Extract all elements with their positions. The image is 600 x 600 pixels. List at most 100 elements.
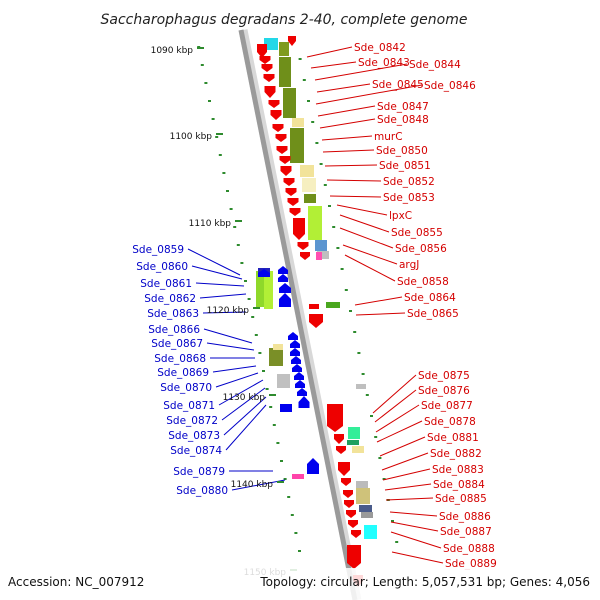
feature-block <box>356 488 370 504</box>
gene-arrow <box>270 110 282 120</box>
scale-dot <box>269 406 273 408</box>
leader-line <box>324 164 378 167</box>
scale-tick <box>197 47 204 49</box>
gene-arrow <box>259 56 271 64</box>
feature-block <box>256 271 264 307</box>
leader-line <box>336 204 388 216</box>
leader-line <box>372 374 417 414</box>
gene-label: Sde_0883 <box>432 464 484 476</box>
gene-label: Sde_0850 <box>376 145 428 157</box>
gene-arrow <box>288 332 298 340</box>
scale-dot <box>323 184 327 186</box>
gene-arrow <box>338 462 350 476</box>
leader-line <box>322 149 375 153</box>
gene-arrow <box>309 314 323 328</box>
gene-arrow <box>295 380 305 388</box>
scale-label: 1100 kbp <box>170 132 213 142</box>
leader-line <box>191 265 243 280</box>
scale-dot <box>258 352 262 354</box>
gene-label: Sde_0846 <box>424 80 476 92</box>
gene-arrow <box>334 434 344 444</box>
leader-line <box>342 244 398 265</box>
leader-line <box>321 135 373 141</box>
scale-tick <box>253 307 260 309</box>
footer-backdrop <box>0 568 600 600</box>
leader-line <box>223 396 267 436</box>
scale-label: 1140 kbp <box>231 480 274 490</box>
gene-label: Sde_0877 <box>421 400 473 412</box>
scale-dot <box>294 532 298 534</box>
scale-dot <box>283 478 287 480</box>
feature-block <box>316 252 322 260</box>
gene-label: Sde_0843 <box>358 57 410 69</box>
gene-arrow <box>351 530 361 538</box>
scale-tick <box>269 394 276 396</box>
gene-label: Sde_0848 <box>377 114 429 126</box>
gene-arrow <box>276 146 288 154</box>
scale-dot <box>229 208 233 210</box>
leader-line <box>195 282 245 287</box>
gene-label: Sde_0853 <box>383 192 435 204</box>
gene-arrow <box>300 252 310 260</box>
gene-arrow <box>341 478 351 486</box>
scale-dot <box>336 247 340 249</box>
feature-block <box>352 446 364 453</box>
gene-label: argJ <box>399 259 419 271</box>
feature-block <box>361 512 373 518</box>
scale-dot <box>340 268 344 270</box>
leader-line <box>306 46 353 58</box>
leader-line <box>379 436 426 457</box>
gene-arrow <box>294 372 304 380</box>
feature-block <box>356 481 368 488</box>
feature-block <box>290 128 304 163</box>
scale-dot <box>382 478 386 480</box>
gene-label: Sde_0881 <box>427 432 479 444</box>
gene-arrow <box>263 74 275 82</box>
gene-label: Sde_0875 <box>418 370 470 382</box>
scale-dot <box>211 118 215 120</box>
scale-dot <box>302 79 306 81</box>
scale-dot <box>374 436 378 438</box>
scale-dot <box>353 331 357 333</box>
feature-block <box>359 505 372 512</box>
gene-label: Sde_0859 <box>132 244 184 256</box>
scale-dot <box>240 262 244 264</box>
scale-tick <box>235 220 242 222</box>
gene-label: Sde_0863 <box>147 308 199 320</box>
gene-label: Sde_0887 <box>440 526 492 538</box>
gene-arrow <box>290 340 300 348</box>
feature-block <box>300 165 314 177</box>
scale-dot <box>226 190 229 192</box>
gene-arrow <box>268 100 280 108</box>
gene-label: Sde_0844 <box>409 59 461 71</box>
leader-line <box>339 227 394 249</box>
feature-block <box>277 374 290 388</box>
scale-dot <box>307 100 310 102</box>
gene-label: Sde_0869 <box>157 367 209 379</box>
feature-block <box>315 240 327 251</box>
leader-line <box>329 195 382 198</box>
scale-dot <box>370 415 373 417</box>
feature-block <box>279 42 289 56</box>
scale-dot <box>298 550 301 552</box>
gene-arrow <box>279 293 291 307</box>
scale-dot <box>247 298 251 300</box>
scale-dot <box>361 373 365 375</box>
feature-blocks <box>256 38 377 539</box>
gene-arrow <box>285 188 297 196</box>
feature-block <box>264 38 278 50</box>
leader-line <box>202 311 247 314</box>
feature-block <box>364 525 377 539</box>
leader-line <box>375 404 420 433</box>
feature-block <box>326 302 340 308</box>
gene-arrow <box>292 364 302 372</box>
genome-backbone <box>238 29 362 600</box>
scale-dot <box>395 541 399 543</box>
gene-label: Sde_0845 <box>372 79 424 91</box>
scale-dot <box>344 289 348 291</box>
gene-label: Sde_0871 <box>163 400 215 412</box>
leader-line <box>390 531 442 549</box>
feature-block <box>279 57 291 87</box>
